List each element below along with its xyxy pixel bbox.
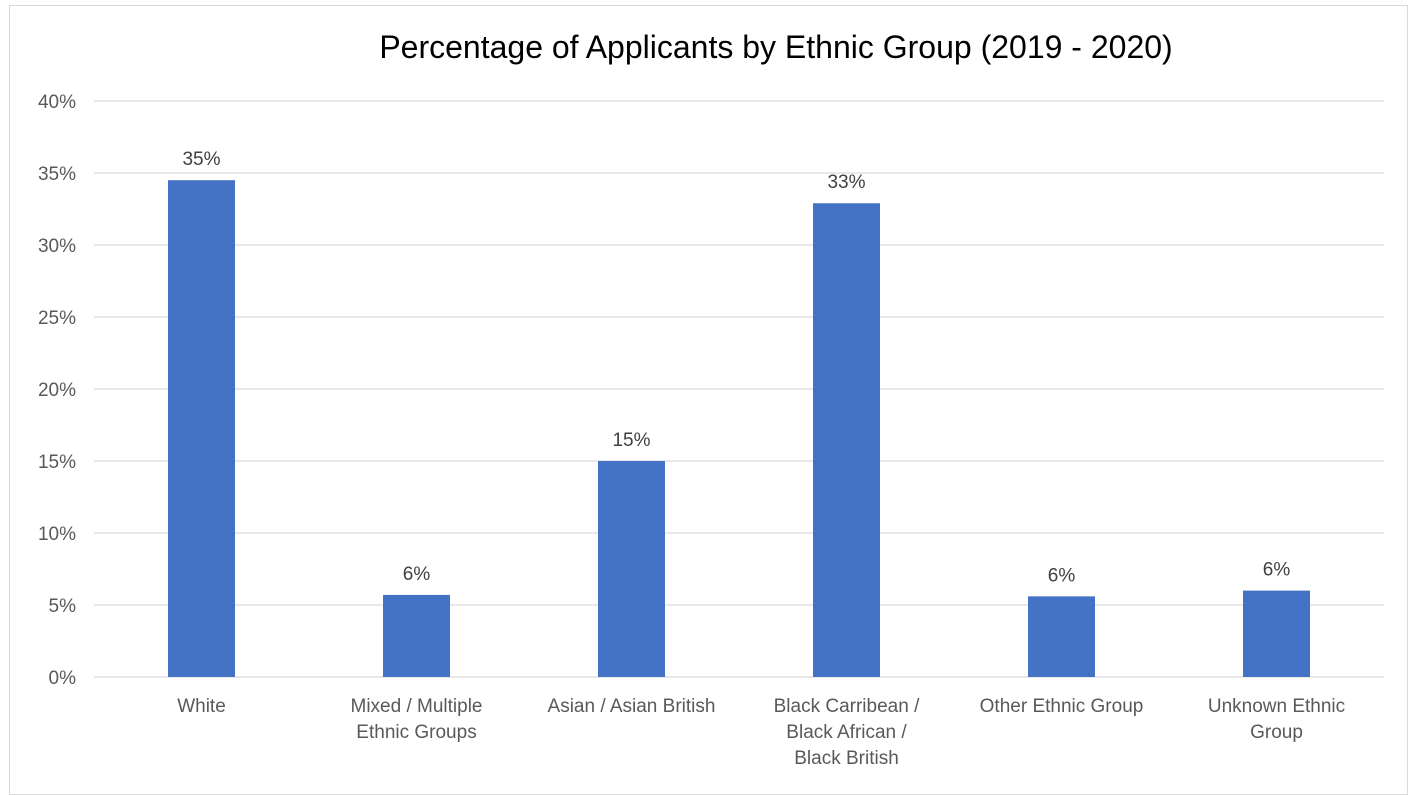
data-label: 6% [403, 564, 431, 585]
data-labels: 35% 6% 15% 33% 6% 6% [182, 149, 1290, 586]
category-label: Asian / Asian British [548, 696, 716, 717]
y-tick-label: 35% [38, 164, 76, 185]
chart-title: Percentage of Applicants by Ethnic Group… [379, 29, 1172, 65]
bar [598, 461, 665, 677]
y-tick-label: 20% [38, 380, 76, 401]
data-label: 6% [1048, 565, 1076, 586]
y-tick-label: 15% [38, 452, 76, 473]
bar [813, 203, 880, 678]
bar [383, 594, 450, 677]
category-label: Unknown Ethnic [1208, 696, 1345, 717]
category-label: Ethnic Groups [356, 722, 476, 743]
y-tick-label: 0% [49, 668, 77, 689]
category-label: White [177, 696, 226, 717]
y-tick-label: 30% [38, 236, 76, 257]
y-tick-label: 25% [38, 308, 76, 329]
category-label: Black British [794, 748, 899, 769]
category-label: Group [1250, 722, 1303, 743]
gridlines [94, 100, 1384, 678]
category-label: Mixed / Multiple [351, 696, 483, 717]
data-label: 35% [182, 149, 220, 170]
category-label: Other Ethnic Group [980, 696, 1144, 717]
bar [1028, 596, 1095, 677]
bars [168, 180, 1310, 678]
y-tick-label: 5% [49, 596, 77, 617]
y-tick-label: 40% [38, 92, 76, 113]
y-tick-label: 10% [38, 524, 76, 545]
category-label: Black Carribean / [774, 696, 920, 717]
y-axis-tick-labels: 0% 5% 10% 15% 20% 25% 30% 35% 40% [38, 92, 76, 689]
data-label: 33% [827, 172, 865, 193]
data-label: 6% [1263, 560, 1291, 581]
chart-frame [9, 5, 1408, 795]
data-label: 15% [612, 430, 650, 451]
bar [168, 180, 235, 677]
bar [1243, 590, 1310, 677]
x-axis-category-labels: White Mixed / Multiple Ethnic Groups Asian … [177, 696, 1345, 769]
category-label: Black African / [786, 722, 907, 743]
